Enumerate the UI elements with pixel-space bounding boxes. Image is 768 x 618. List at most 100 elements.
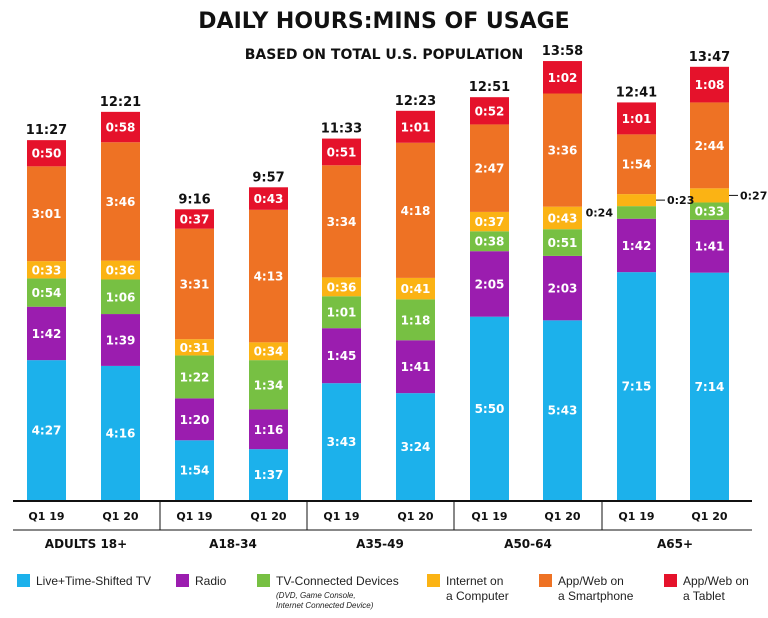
bar-segment — [101, 314, 140, 366]
bar-segment — [470, 124, 509, 212]
segment-label: 0:33 — [695, 205, 725, 219]
bar-segment — [617, 218, 656, 273]
period-label: Q1 19 — [323, 510, 359, 523]
bar-segment — [322, 383, 361, 500]
legend-swatch — [539, 574, 552, 587]
period-label: Q1 20 — [691, 510, 727, 523]
segment-label: 0:43 — [254, 192, 284, 206]
bar-total: 13:47 — [689, 50, 730, 65]
segment-label: 0:37 — [475, 215, 505, 229]
bar-segment — [396, 110, 435, 143]
bar-segment — [101, 365, 140, 500]
legend-label: TV-Connected Devices — [276, 574, 399, 588]
bar-segment — [470, 97, 509, 125]
bar-segment — [101, 279, 140, 315]
bar-segment — [175, 228, 214, 340]
group-label: A65+ — [657, 537, 693, 551]
bar-total: 13:58 — [542, 44, 583, 59]
bar-segment — [27, 166, 66, 262]
bar-total: 12:23 — [395, 94, 436, 109]
bar-segment — [690, 66, 729, 103]
bar-segment — [543, 93, 582, 207]
bar-segment — [617, 194, 656, 207]
segment-label: 0:54 — [32, 286, 62, 300]
bar-segment — [543, 320, 582, 500]
bar-segment — [543, 61, 582, 94]
segment-label: 3:43 — [327, 435, 357, 449]
legend-swatch — [176, 574, 189, 587]
bar-segment — [690, 102, 729, 189]
segment-label: 1:41 — [695, 240, 725, 254]
bar-segment — [101, 142, 140, 261]
legend-label: App/Web on — [683, 574, 749, 588]
segment-label: 0:33 — [32, 263, 62, 277]
bar-segment — [396, 142, 435, 278]
bar-segment — [27, 278, 66, 307]
legend: Live+Time-Shifted TV Radio TV-Connected De… — [17, 574, 749, 610]
segment-label: 0:38 — [475, 235, 505, 249]
segment-label: 1:16 — [254, 423, 284, 437]
segment-label: 3:46 — [106, 195, 136, 209]
segment-label: 0:51 — [327, 145, 357, 159]
bar-segment — [101, 111, 140, 143]
segment-label: 2:47 — [475, 162, 505, 176]
bar-segment — [543, 229, 582, 256]
segment-label: 1:01 — [327, 306, 357, 320]
bar-segment — [101, 260, 140, 280]
segment-label: 0:51 — [548, 236, 578, 250]
legend-swatch — [17, 574, 30, 587]
bar-segment — [470, 251, 509, 317]
period-label: Q1 19 — [176, 510, 212, 523]
bar-segment — [27, 261, 66, 279]
segment-callout: 0:24 — [586, 206, 614, 219]
segment-label: 1:06 — [106, 290, 136, 304]
bar-segment — [175, 440, 214, 500]
segment-label: 1:45 — [327, 349, 357, 363]
legend-label: Live+Time-Shifted TV — [36, 574, 151, 588]
bar-segment — [470, 316, 509, 500]
chart-title: DAILY HOURS:MINS OF USAGE — [198, 9, 569, 34]
legend-label: a Smartphone — [558, 589, 634, 603]
segment-label: 1:54 — [622, 158, 652, 172]
bar-segment — [249, 360, 288, 410]
bar-segment — [690, 272, 729, 500]
bar-segment — [543, 206, 582, 230]
segment-label: 7:15 — [622, 380, 652, 394]
bar-segment — [249, 449, 288, 500]
segment-label: 4:13 — [254, 270, 284, 284]
bar-segment — [322, 277, 361, 297]
legend-swatch — [664, 574, 677, 587]
period-label: Q1 20 — [102, 510, 138, 523]
axis-layer: Q1 19 Q1 20 Q1 19 Q1 20 Q1 19 Q1 20 Q1 19 Q1 20… — [13, 500, 752, 551]
bar-segment — [175, 398, 214, 441]
segment-label: 2:03 — [548, 282, 578, 296]
bar-total: 12:21 — [100, 95, 141, 110]
segment-label: 0:37 — [180, 212, 210, 226]
bar-segment — [27, 140, 66, 167]
group-label: A50-64 — [504, 537, 552, 551]
segment-label: 3:31 — [180, 277, 210, 291]
segment-label: 0:52 — [475, 104, 505, 118]
bar-segment — [322, 165, 361, 278]
legend-swatch — [257, 574, 270, 587]
legend-label: Internet on — [446, 574, 503, 588]
segment-label: 1:39 — [106, 333, 136, 347]
segment-label: 0:31 — [180, 341, 210, 355]
segment-label: 1:22 — [180, 370, 210, 384]
segment-label: 3:24 — [401, 440, 431, 454]
bar-segment — [396, 299, 435, 341]
segment-label: 4:27 — [32, 424, 62, 438]
bar-segment — [249, 409, 288, 450]
legend-label: Radio — [195, 574, 227, 588]
segment-label: 1:20 — [180, 413, 210, 427]
bar-segment — [175, 339, 214, 356]
bar-segment — [617, 206, 656, 219]
chart-subtitle: BASED ON TOTAL U.S. POPULATION — [245, 47, 523, 63]
segment-label: 5:50 — [475, 402, 505, 416]
bar-segment — [249, 342, 288, 361]
bar-segment — [396, 277, 435, 300]
legend-swatch — [427, 574, 440, 587]
period-label: Q1 19 — [471, 510, 507, 523]
segment-label: 3:34 — [327, 215, 357, 229]
bar-segment — [690, 188, 729, 203]
